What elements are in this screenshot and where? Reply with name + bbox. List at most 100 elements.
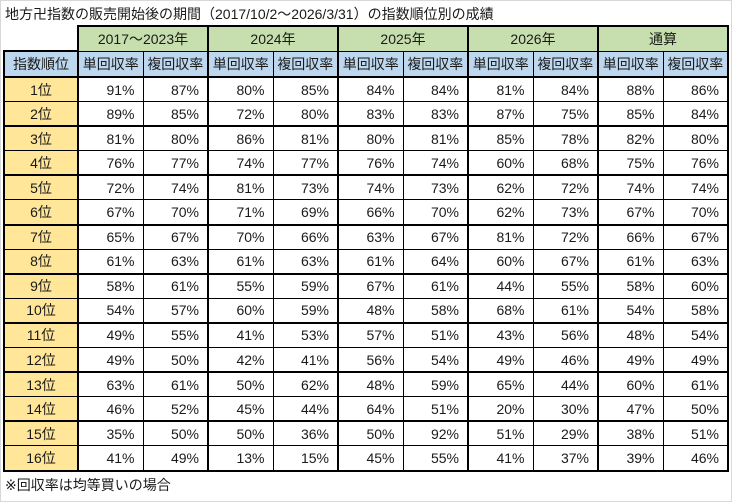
- value-cell: 63%: [272, 249, 338, 275]
- year-header-2017-2023: 2017～2023年: [77, 25, 209, 52]
- value-cell: 75%: [532, 101, 598, 128]
- table-row: 10位 54% 57% 60% 59% 48% 58% 68% 61% 54% 58%: [3, 298, 729, 324]
- value-cell: 61%: [532, 298, 598, 324]
- value-cell: 30%: [532, 396, 598, 423]
- value-cell: 80%: [337, 126, 403, 152]
- value-cell: 48%: [597, 322, 663, 349]
- value-cell: 55%: [532, 273, 598, 299]
- value-cell: 52%: [142, 396, 208, 423]
- value-cell: 63%: [142, 249, 208, 275]
- value-cell: 63%: [77, 372, 143, 398]
- value-cell: 53%: [272, 322, 338, 349]
- page-title: 地方卍指数の販売開始後の期間（2017/10/2～2026/3/31）の指数順位…: [5, 6, 494, 22]
- value-cell: 88%: [597, 77, 663, 103]
- value-cell: 83%: [402, 101, 468, 128]
- value-cell: 70%: [662, 199, 729, 226]
- value-cell: 59%: [272, 298, 338, 324]
- table-row: 2位 89% 85% 72% 80% 83% 83% 87% 75% 85% 84%: [3, 101, 729, 128]
- value-cell: 60%: [467, 150, 533, 177]
- value-cell: 76%: [662, 150, 729, 177]
- table-row: 4位 76% 77% 74% 77% 76% 74% 60% 68% 75% 76%: [3, 150, 729, 177]
- value-cell: 67%: [142, 224, 208, 250]
- value-cell: 81%: [467, 224, 533, 250]
- table-row: 5位 72% 74% 81% 73% 74% 73% 62% 72% 74% 74%: [3, 175, 729, 201]
- value-cell: 80%: [662, 126, 729, 152]
- value-cell: 51%: [467, 421, 533, 447]
- sub-header-place: 複回収率: [662, 50, 729, 78]
- value-cell: 49%: [142, 445, 208, 472]
- value-cell: 67%: [662, 224, 729, 250]
- rank-cell: 4位: [3, 150, 79, 177]
- value-cell: 61%: [142, 372, 208, 398]
- value-cell: 72%: [532, 224, 598, 250]
- sub-header-win: 単回収率: [207, 50, 274, 78]
- value-cell: 64%: [337, 396, 403, 423]
- value-cell: 72%: [207, 101, 273, 128]
- value-cell: 49%: [77, 347, 143, 374]
- value-cell: 54%: [662, 322, 729, 349]
- value-cell: 75%: [597, 150, 663, 177]
- value-cell: 35%: [77, 421, 143, 447]
- value-cell: 61%: [402, 273, 468, 299]
- rank-cell: 8位: [3, 249, 79, 275]
- value-cell: 37%: [532, 445, 598, 472]
- value-cell: 80%: [207, 77, 273, 103]
- table-row: 7位 65% 67% 70% 66% 63% 67% 81% 72% 66% 67%: [3, 224, 729, 250]
- value-cell: 74%: [597, 175, 663, 201]
- value-cell: 65%: [467, 372, 533, 398]
- table-row: 1位 91% 87% 80% 85% 84% 84% 81% 84% 88% 86%: [3, 77, 729, 103]
- value-cell: 61%: [337, 249, 403, 275]
- value-cell: 61%: [77, 249, 143, 275]
- value-cell: 41%: [207, 322, 273, 349]
- value-cell: 29%: [532, 421, 598, 447]
- value-cell: 81%: [77, 126, 143, 152]
- value-cell: 13%: [207, 445, 273, 472]
- value-cell: 44%: [532, 372, 598, 398]
- year-header-2026: 2026年: [467, 25, 599, 52]
- value-cell: 84%: [402, 77, 468, 103]
- value-cell: 84%: [337, 77, 403, 103]
- value-cell: 74%: [337, 175, 403, 201]
- value-cell: 41%: [467, 445, 533, 472]
- sub-header-place: 複回収率: [142, 50, 209, 78]
- value-cell: 15%: [272, 445, 338, 472]
- value-cell: 81%: [272, 126, 338, 152]
- value-cell: 61%: [207, 249, 273, 275]
- value-cell: 74%: [402, 150, 468, 177]
- year-header-total: 通算: [597, 25, 729, 52]
- value-cell: 78%: [532, 126, 598, 152]
- value-cell: 45%: [207, 396, 273, 423]
- value-cell: 50%: [142, 347, 208, 374]
- value-cell: 65%: [77, 224, 143, 250]
- value-cell: 60%: [467, 249, 533, 275]
- value-cell: 86%: [207, 126, 273, 152]
- value-cell: 76%: [337, 150, 403, 177]
- value-cell: 51%: [662, 421, 729, 447]
- value-cell: 47%: [597, 396, 663, 423]
- table-row: 16位 41% 49% 13% 15% 45% 55% 41% 37% 39% 46%: [3, 445, 729, 472]
- corner-spacer: [4, 26, 78, 51]
- value-cell: 68%: [532, 150, 598, 177]
- value-cell: 66%: [272, 224, 338, 250]
- year-header-2025: 2025年: [337, 25, 469, 52]
- value-cell: 74%: [662, 175, 729, 201]
- value-cell: 85%: [272, 77, 338, 103]
- rank-cell: 12位: [3, 347, 79, 374]
- value-cell: 58%: [597, 273, 663, 299]
- value-cell: 60%: [207, 298, 273, 324]
- value-cell: 64%: [402, 249, 468, 275]
- value-cell: 70%: [142, 199, 208, 226]
- value-cell: 58%: [402, 298, 468, 324]
- value-cell: 50%: [337, 421, 403, 447]
- value-cell: 61%: [142, 273, 208, 299]
- sub-header-win: 単回収率: [467, 50, 534, 78]
- table-body: 1位 91% 87% 80% 85% 84% 84% 81% 84% 88% 86% 2位 89% 85%…: [3, 77, 729, 472]
- table-row: 8位 61% 63% 61% 63% 61% 64% 60% 67% 61% 63%: [3, 249, 729, 275]
- value-cell: 87%: [467, 101, 533, 128]
- value-cell: 54%: [402, 347, 468, 374]
- value-cell: 36%: [272, 421, 338, 447]
- value-cell: 67%: [532, 249, 598, 275]
- rank-cell: 3位: [3, 126, 79, 152]
- value-cell: 91%: [77, 77, 143, 103]
